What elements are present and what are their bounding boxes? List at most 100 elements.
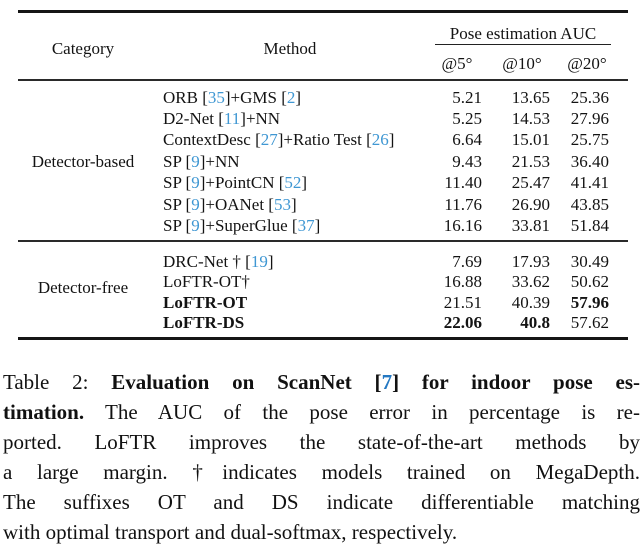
method-cell: SP [9]+OANet [53] [163,194,297,215]
caption-line: Table 2: Evaluation on ScanNet [7] for i… [3,367,640,397]
method-cell: DRC-Net † [19] [163,251,274,272]
category-cell: Detector-free [37,278,129,297]
category-cell: Detector-based [31,152,135,171]
citation-link[interactable]: 9 [191,152,200,171]
value-cell: 7.69 [452,252,482,271]
value-cell: 16.88 [443,272,482,291]
citation-link[interactable]: 9 [191,173,200,192]
citation-link[interactable]: 37 [297,216,315,235]
column-group-header: Pose estimation AUC [449,24,597,43]
value-cell: 25.75 [570,130,609,149]
text-segment: D2-Net [ [163,109,224,128]
text-segment: ] [388,130,395,149]
text-segment: ORB [ [163,88,208,107]
column-header-method: Method [263,39,317,58]
text-segment: ] for indoor pose es- [392,370,640,394]
citation-link[interactable]: 19 [250,252,268,271]
text-segment: DRC-Net † [ [163,252,251,271]
citation-link[interactable]: 9 [191,195,200,214]
value-cell: 25.36 [570,88,609,107]
value-cell: 27.96 [570,109,609,128]
text-segment: ] [314,216,321,235]
citation-link[interactable]: 27 [260,130,278,149]
method-cell: LoFTR-OT [163,292,247,313]
text-segment: ported. LoFTR improves the state-of-the-… [3,430,640,454]
citation-link[interactable]: 35 [207,88,225,107]
table-row: ORB [35]+GMS [2] 5.21 13.65 25.36 [0,87,643,108]
value-cell: 21.51 [443,293,482,312]
table-row: D2-Net [11]+NN 5.25 14.53 27.96 [0,108,643,129]
value-cell: 26.90 [511,195,550,214]
text-segment: ]+PointCN [ [199,173,285,192]
text-segment: LoFTR-OT [163,293,248,312]
value-cell: 41.41 [570,173,609,192]
table-row: SP [9]+OANet [53] 11.76 26.90 43.85 [0,194,643,215]
value-cell: 30.49 [570,252,609,271]
method-cell: LoFTR-DS [163,312,244,333]
caption-line: ported. LoFTR improves the state-of-the-… [3,427,640,457]
citation-link[interactable]: 26 [371,130,389,149]
text-segment: ContextDesc [ [163,130,261,149]
text-segment: Table 2: [3,370,112,394]
caption-line: timation. The AUC of the pose error in p… [3,397,640,427]
value-cell: 25.47 [511,173,550,192]
citation-link[interactable]: 53 [273,195,291,214]
text-segment: ]+OANet [ [199,195,274,214]
value-cell: 11.40 [444,173,482,192]
citation-link[interactable]: 11 [223,109,241,128]
text-segment: ] [290,195,297,214]
value-cell: 11.76 [444,195,482,214]
text-segment: The suffixes OT and DS indicate differen… [3,490,640,514]
table-row: SP [9]+SuperGlue [37] 16.16 33.81 51.84 [0,215,643,236]
value-cell: 17.93 [511,252,550,271]
value-cell: 33.62 [511,272,550,291]
value-cell: 50.62 [570,272,609,291]
value-cell: 51.84 [570,216,609,235]
value-cell: 5.25 [452,109,482,128]
text-segment: LoFTR-DS [163,313,245,332]
group-header-rule [435,44,611,45]
value-cell: 21.53 [511,152,550,171]
caption-line: The suffixes OT and DS indicate differen… [3,487,640,517]
text-segment: timation. [3,400,85,424]
table-row: ContextDesc [27]+Ratio Test [26] 6.64 15.0… [0,129,643,150]
caption-line: with optimal transport and dual-softmax,… [3,517,640,547]
text-segment: LoFTR-OT† [163,272,250,291]
method-cell: LoFTR-OT† [163,271,250,292]
column-header-threshold: @5° [441,54,473,73]
citation-link[interactable]: 2 [286,88,296,107]
text-segment: ]+NN [199,152,240,171]
value-cell: 6.64 [452,130,482,149]
table-caption: Table 2: Evaluation on ScanNet [7] for i… [3,367,640,547]
value-cell: 57.62 [570,313,609,332]
value-cell: 57.96 [570,293,609,312]
table-row: LoFTR-DS 22.06 40.8 57.62 [0,312,643,333]
method-cell: SP [9]+PointCN [52] [163,172,307,193]
citation-link[interactable]: 9 [191,216,200,235]
text-segment: SP [ [163,216,192,235]
value-cell: 5.21 [452,88,482,107]
value-cell: 16.16 [443,216,482,235]
value-cell: 14.53 [511,109,550,128]
text-segment: ] [295,88,302,107]
text-segment: The AUC of the pose error in percentage … [84,400,640,424]
table-row: LoFTR-OT 21.51 40.39 57.96 [0,292,643,313]
value-cell: 13.65 [511,88,550,107]
citation-link[interactable]: 52 [284,173,302,192]
method-cell: ContextDesc [27]+Ratio Test [26] [163,129,394,150]
citation-link[interactable]: 7 [381,370,393,394]
table-top-rule [18,10,628,13]
value-cell: 22.06 [443,313,482,332]
value-cell: 43.85 [570,195,609,214]
text-segment: ] [301,173,308,192]
group-separator-rule [18,240,628,242]
table-row: DRC-Net † [19] 7.69 17.93 30.49 [0,251,643,272]
header-rule [18,79,628,81]
column-header-threshold: @10° [502,54,542,73]
text-segment: SP [ [163,195,192,214]
text-segment: SP [ [163,173,192,192]
text-segment: ]+GMS [ [224,88,287,107]
value-cell: 9.43 [452,152,482,171]
table-row: SP [9]+NN 9.43 21.53 36.40 [0,151,643,172]
